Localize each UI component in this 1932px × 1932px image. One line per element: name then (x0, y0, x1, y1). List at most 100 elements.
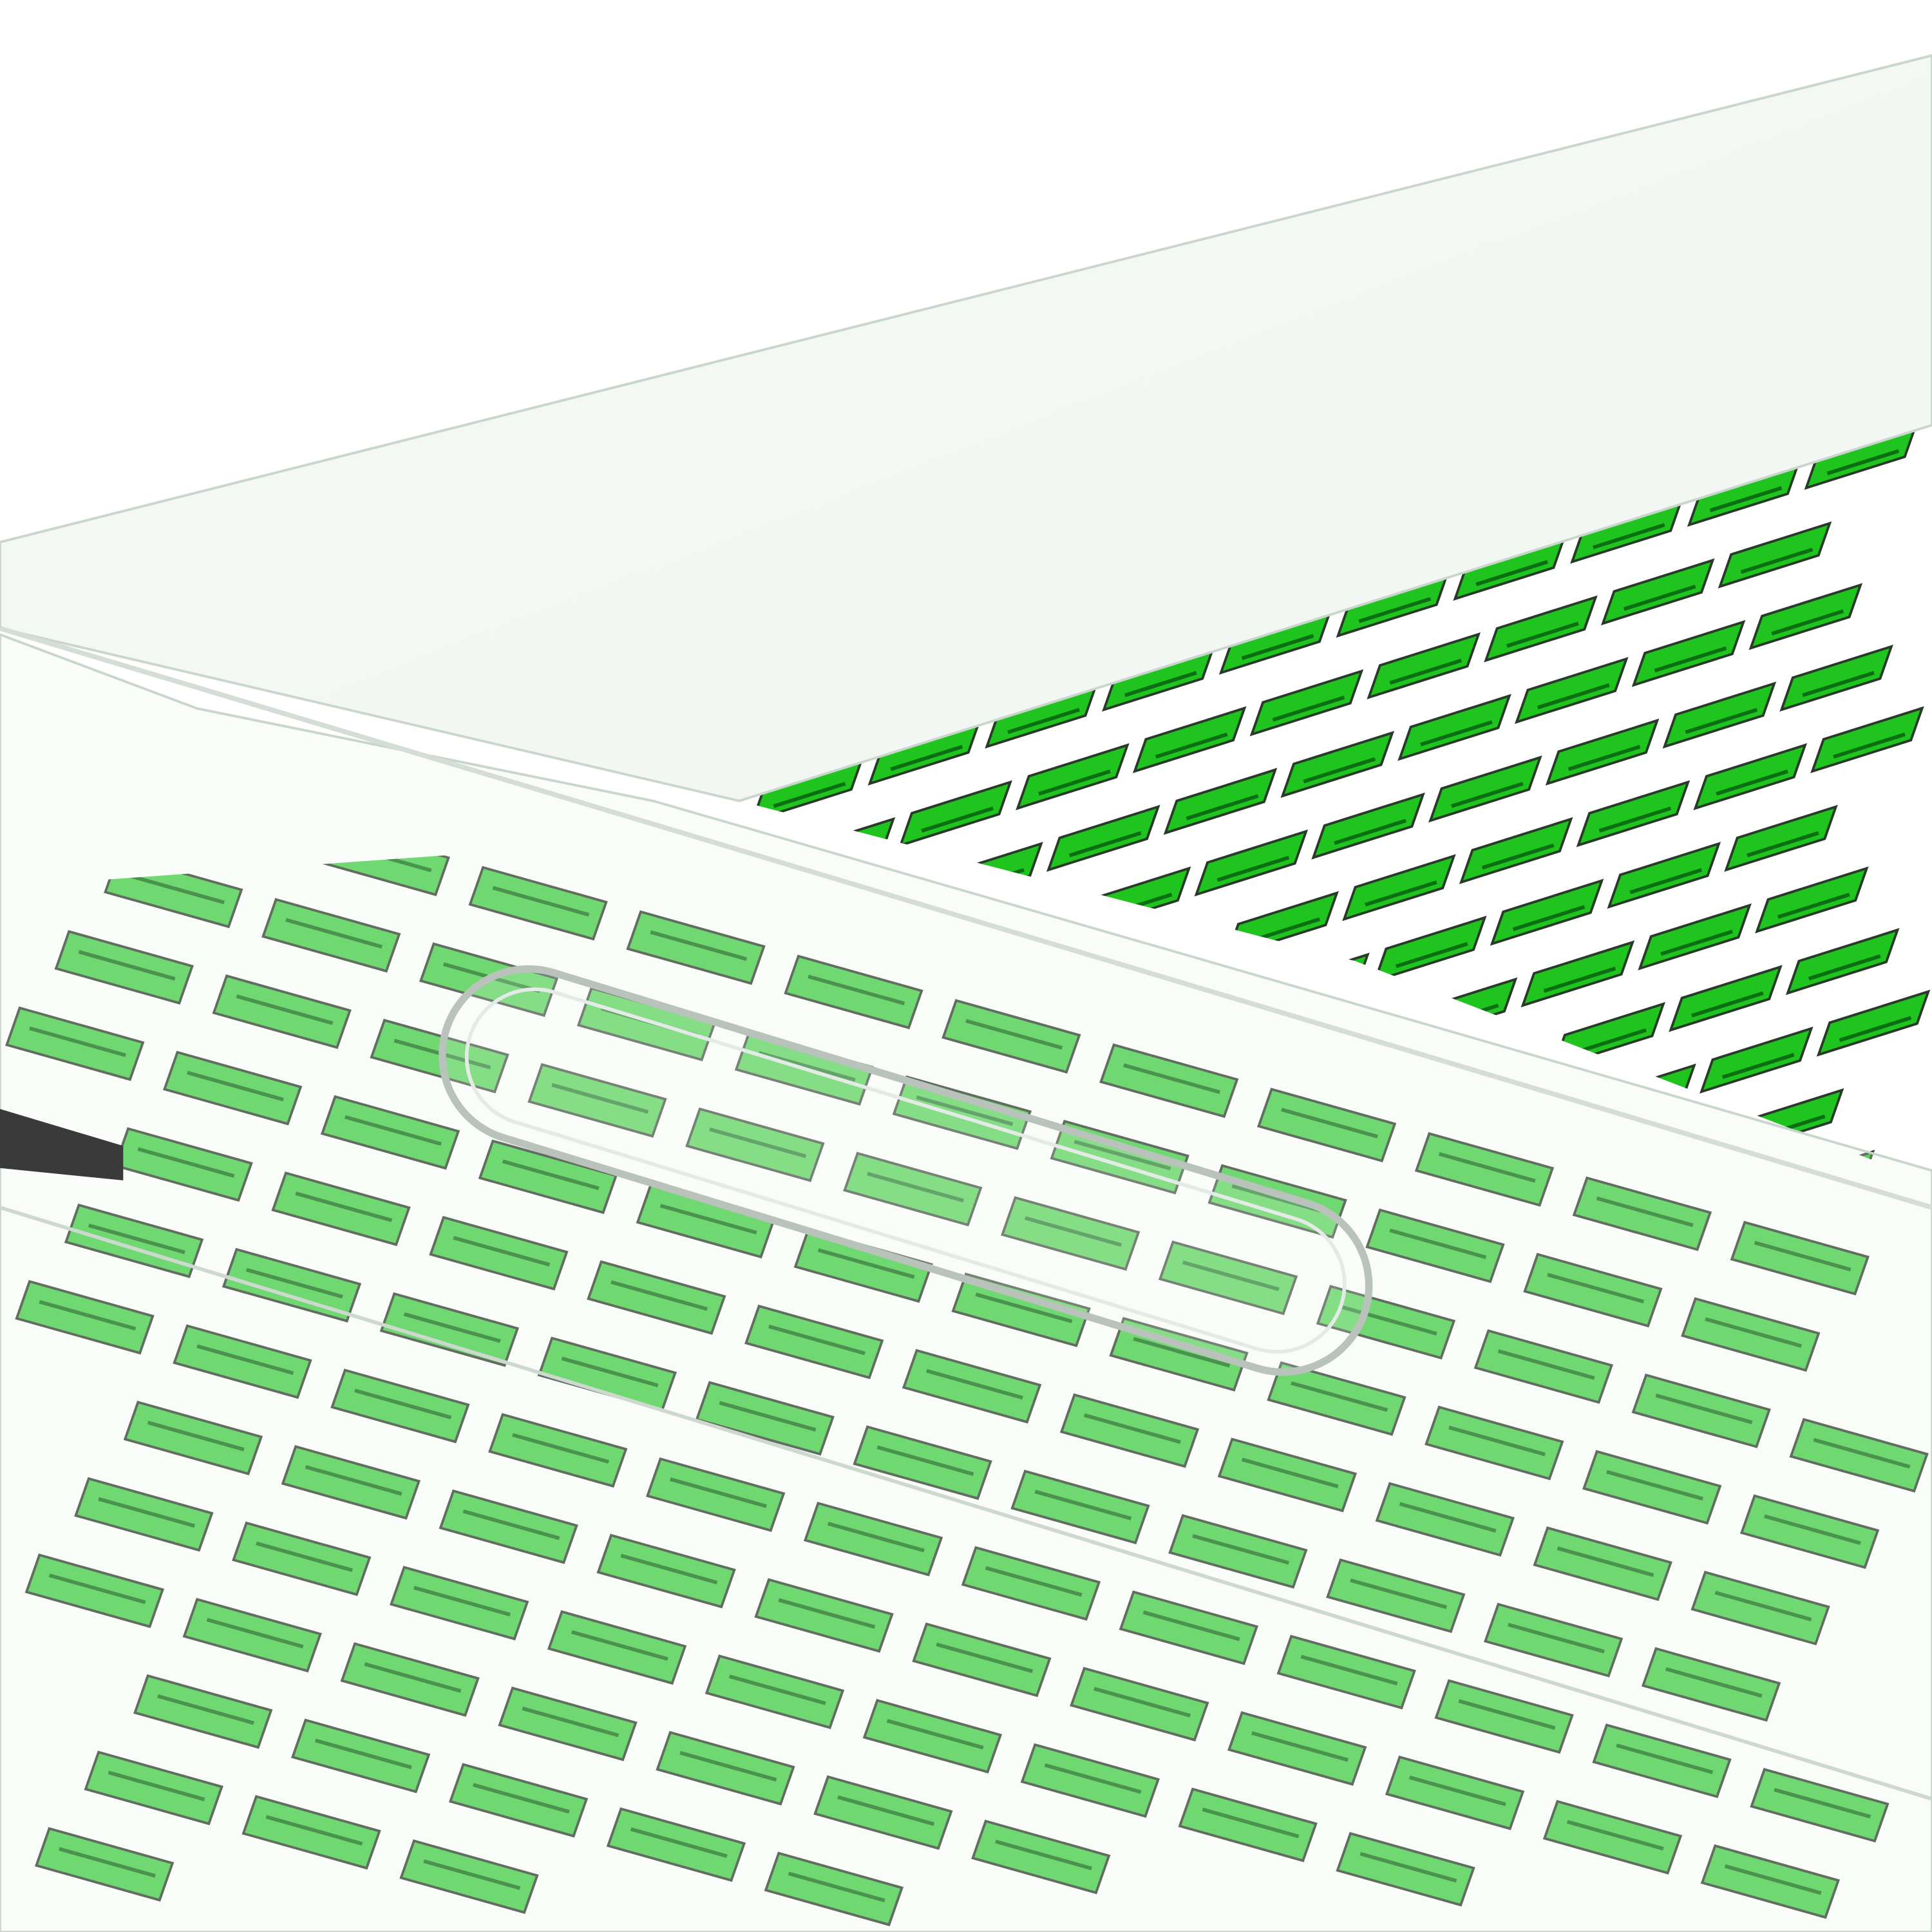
green-tile (232, 1521, 372, 1596)
tile-shadow-line (611, 1280, 708, 1311)
tile-shadow-line (245, 1267, 343, 1299)
green-tile (1010, 1470, 1150, 1544)
green-tile (645, 1457, 786, 1532)
tile-shadow-line (1281, 1108, 1378, 1139)
green-tile (961, 1546, 1101, 1621)
tile-shadow-line (886, 1719, 984, 1750)
tile-shadow-line (1399, 1502, 1497, 1533)
green-tile (596, 1533, 736, 1609)
tile-shadow-line (936, 1642, 1034, 1673)
tile-shadow-line (315, 1738, 412, 1770)
green-tile (803, 1501, 943, 1577)
tile-shadow-line (1665, 1667, 1763, 1698)
green-tile (1227, 1711, 1367, 1786)
front-glass-layer (0, 633, 1932, 1932)
tile-shadow-line (817, 1248, 915, 1279)
tile-shadow-line (1833, 732, 1906, 759)
green-tile (34, 1826, 175, 1902)
tile-shadow-line (890, 744, 963, 772)
tile-shadow-line (1506, 621, 1579, 648)
tile-shadow-line (59, 1847, 156, 1878)
tile-shadow-line (1574, 1028, 1647, 1055)
tile-shadow-line (1133, 1337, 1231, 1368)
tile-shadow-line (98, 1497, 196, 1528)
green-tile (853, 1425, 992, 1501)
tile-shadow-line (295, 1191, 393, 1222)
tile-shadow-line (1094, 1687, 1191, 1718)
green-tile (1276, 1634, 1416, 1710)
green-tile (813, 1775, 953, 1850)
green-tile (744, 1304, 884, 1379)
tile-shadow-line (1481, 843, 1555, 870)
tile-shadow-line (1202, 1807, 1300, 1839)
tile-shadow-line (773, 782, 846, 808)
tile-shadow-line (1705, 1317, 1802, 1348)
tile-shadow-line (196, 1344, 294, 1375)
tile-shadow-line (88, 1223, 185, 1255)
tile-shadow-line (1448, 1425, 1546, 1457)
green-tile (1700, 1844, 1841, 1919)
green-tile (685, 1107, 825, 1182)
green-tile (242, 1795, 381, 1870)
green-tile (695, 1381, 835, 1456)
green-tile (764, 1852, 904, 1927)
green-tile (1789, 1417, 1929, 1493)
green-tile (1385, 1755, 1525, 1830)
tile-shadow-line (354, 1388, 452, 1419)
green-tile (271, 1171, 411, 1246)
green-tile (1256, 1087, 1397, 1162)
green-tile (971, 1819, 1111, 1895)
tile-shadow-line (1802, 670, 1875, 697)
green-tile (182, 1598, 322, 1672)
tile-shadow-line (1754, 1240, 1852, 1272)
tile-shadow-line (867, 1171, 964, 1203)
green-tile (1316, 1285, 1456, 1359)
green-tile (212, 974, 352, 1049)
tile-shadow-line (1044, 1763, 1142, 1794)
tile-shadow-line (1721, 1052, 1795, 1079)
glass-edge-line (0, 1206, 1932, 1801)
tile-shadow-line (916, 1095, 1014, 1126)
tile-shadow-line (620, 1553, 718, 1585)
tile-shadow-line (1566, 1820, 1664, 1851)
green-tile (1473, 1329, 1614, 1404)
green-tile (320, 1095, 460, 1170)
tile-shadow-line (1716, 769, 1789, 796)
green-tile (1336, 1832, 1475, 1907)
green-tile (389, 1566, 529, 1641)
tile-shadow-line (1217, 855, 1290, 882)
tile-shadow-line (1365, 880, 1437, 907)
green-tile (290, 1718, 431, 1794)
green-tile (15, 1280, 155, 1355)
dark-strip (0, 1108, 124, 1180)
tile-shadow-line (728, 1674, 826, 1705)
tile-shadow-line (768, 1324, 866, 1356)
green-tile (1483, 1602, 1624, 1678)
tile-shadow-line (1241, 634, 1314, 660)
green-tile (1267, 1361, 1406, 1436)
green-tile (1572, 1176, 1712, 1251)
tile-shadow-line (1038, 769, 1111, 796)
tile-shadow-line (650, 930, 748, 961)
green-tile (1178, 1787, 1318, 1862)
green-tile (123, 1400, 263, 1475)
tile-shadow-line (1598, 806, 1672, 833)
green-tile (754, 1578, 894, 1653)
tile-shadow-line (1714, 1591, 1812, 1622)
green-tile (1425, 1405, 1564, 1481)
tile-shadow-line (256, 1541, 353, 1573)
tile-shadow-line (758, 1051, 856, 1082)
tile-shadow-line (364, 1662, 462, 1693)
tile-shadow-line (1124, 670, 1197, 697)
tile-shadow-line (1547, 1273, 1645, 1304)
green-tile (527, 1063, 667, 1138)
green-tile (587, 1260, 726, 1335)
lower-tile-array (5, 850, 1929, 1927)
tile-shadow-line (985, 1566, 1083, 1597)
tile-shadow-line (512, 1433, 609, 1464)
tile-shadow-line (1813, 1437, 1911, 1469)
green-tile (942, 999, 1081, 1074)
green-tile (478, 1139, 618, 1215)
tile-shadow-line (965, 1019, 1063, 1050)
tile-shadow-line (1808, 954, 1881, 981)
